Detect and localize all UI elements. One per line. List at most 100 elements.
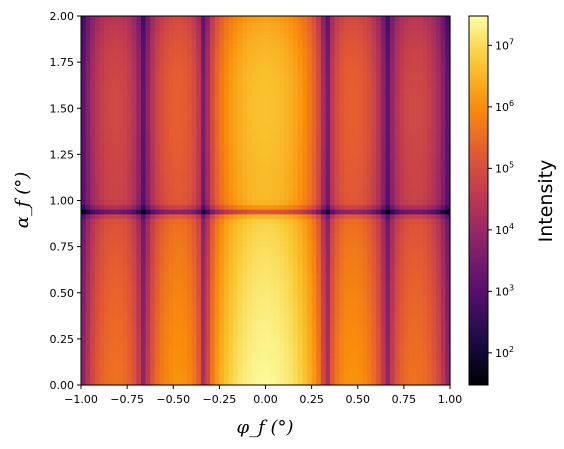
heatmap-cell (436, 112, 442, 119)
heatmap-cell (154, 214, 161, 220)
heatmap-cell (274, 34, 280, 40)
heatmap-cell (159, 265, 165, 271)
heatmap-cell (205, 89, 211, 96)
heatmap-cell (205, 16, 211, 22)
heatmap-cell (182, 260, 188, 266)
heatmap-cell (154, 66, 161, 72)
heatmap-cell (408, 265, 414, 271)
heatmap-cell (85, 283, 91, 289)
heatmap-cell (223, 80, 230, 86)
heatmap-cell (187, 292, 193, 298)
heatmap-cell (200, 34, 207, 40)
heatmap-cell (117, 80, 124, 86)
heatmap-cell (150, 66, 156, 72)
heatmap-cell (182, 66, 188, 72)
heatmap-cell (154, 246, 161, 252)
heatmap-cell (334, 140, 340, 146)
heatmap-cell (394, 242, 400, 248)
heatmap-cell (242, 85, 248, 91)
heatmap-cell (334, 232, 340, 238)
heatmap-cell (113, 223, 119, 229)
heatmap-cell (362, 108, 368, 114)
heatmap-cell (90, 75, 96, 82)
heatmap-cell (145, 172, 151, 179)
heatmap-cell (348, 274, 354, 280)
heatmap-cell (173, 66, 179, 72)
heatmap-cell (122, 232, 128, 238)
heatmap-cell (385, 145, 391, 151)
heatmap-cell (260, 269, 267, 275)
heatmap-cell (140, 251, 147, 257)
heatmap-cell (108, 172, 114, 179)
heatmap-cell (127, 255, 133, 262)
heatmap-cell (320, 103, 327, 109)
heatmap-cell (343, 251, 350, 257)
heatmap-cell (90, 108, 96, 114)
heatmap-cell (182, 288, 188, 294)
heatmap-cell (81, 195, 87, 202)
heatmap-cell (182, 269, 188, 275)
heatmap-cell (177, 265, 184, 271)
heatmap-cell (90, 283, 96, 289)
heatmap-cell (94, 34, 101, 40)
heatmap-cell (316, 135, 322, 142)
heatmap-cell (233, 140, 239, 146)
heatmap-cell (214, 25, 220, 31)
heatmap-cell (334, 265, 340, 271)
heatmap-cell (177, 149, 184, 155)
heatmap-cell (99, 25, 105, 31)
heatmap-cell (81, 66, 87, 72)
heatmap-cell (187, 122, 193, 128)
heatmap-cell (108, 34, 114, 40)
heatmap-cell (380, 43, 387, 49)
heatmap-cell (357, 99, 363, 105)
heatmap-cell (113, 48, 119, 54)
heatmap-cell (90, 168, 96, 174)
heatmap-cell (219, 292, 225, 298)
heatmap-cell (330, 85, 336, 91)
heatmap-cell (436, 85, 442, 91)
heatmap-cell (210, 223, 216, 229)
heatmap-cell (274, 232, 280, 238)
heatmap-cell (399, 94, 405, 100)
heatmap-cell (436, 163, 442, 169)
heatmap-cell (168, 122, 174, 128)
heatmap-cell (154, 108, 161, 114)
heatmap-cell (343, 89, 350, 96)
heatmap-cell (440, 172, 446, 179)
heatmap-cell (422, 117, 428, 123)
heatmap-cell (145, 117, 151, 123)
heatmap-cell (99, 103, 105, 109)
heatmap-cell (233, 182, 239, 188)
heatmap-cell (394, 94, 400, 100)
heatmap-cell (173, 39, 179, 45)
heatmap-cell (385, 205, 391, 211)
heatmap-cell (127, 75, 133, 82)
heatmap-cell (353, 218, 359, 225)
heatmap-cell (265, 186, 271, 192)
heatmap-cell (237, 57, 244, 63)
heatmap-cell (127, 218, 133, 225)
heatmap-cell (247, 135, 253, 142)
heatmap-cell (164, 85, 170, 91)
heatmap-cell (182, 34, 188, 40)
heatmap-cell (127, 214, 133, 220)
heatmap-cell (399, 99, 405, 105)
heatmap-cell (302, 85, 308, 91)
heatmap-cell (293, 135, 299, 142)
heatmap-cell (339, 209, 345, 215)
heatmap-cell (104, 242, 110, 248)
heatmap-cell (394, 43, 400, 49)
heatmap-cell (168, 29, 174, 36)
heatmap-cell (99, 154, 105, 160)
heatmap-cell (390, 223, 396, 229)
heatmap-cell (353, 39, 359, 45)
heatmap-cell (426, 209, 433, 215)
heatmap-cell (394, 52, 400, 59)
heatmap-cell (385, 209, 391, 215)
heatmap-cell (256, 149, 262, 155)
heatmap-cell (394, 237, 400, 243)
heatmap-cell (330, 205, 336, 211)
heatmap-cell (366, 117, 373, 123)
heatmap-cell (122, 168, 128, 174)
